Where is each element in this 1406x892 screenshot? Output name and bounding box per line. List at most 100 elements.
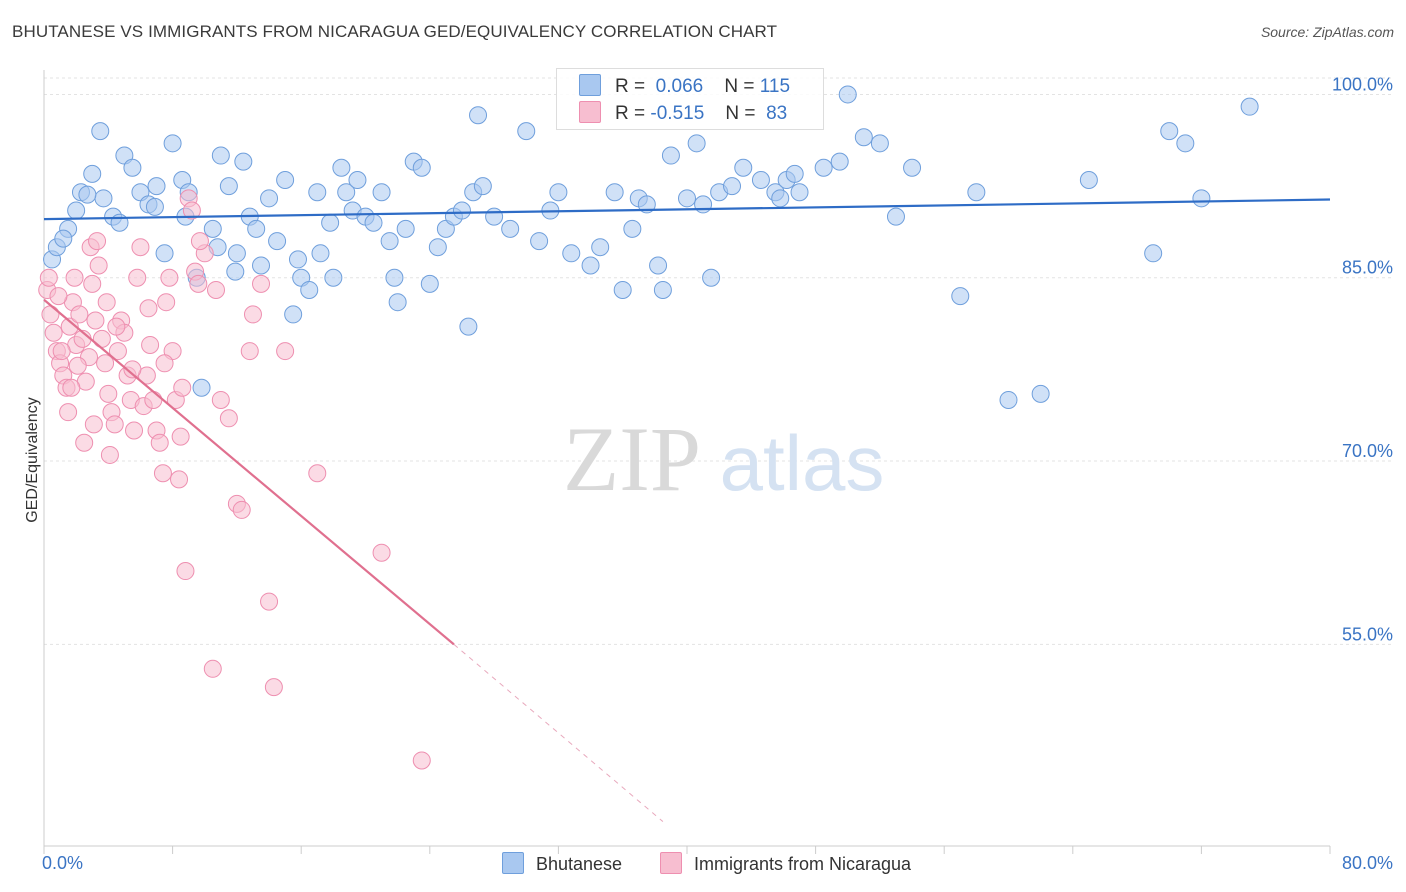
point-nicaragua xyxy=(83,274,102,293)
point-nicaragua xyxy=(243,305,262,324)
point-bhutanese xyxy=(785,164,804,183)
point-nicaragua xyxy=(264,678,283,697)
point-nicaragua xyxy=(190,232,209,251)
point-nicaragua xyxy=(412,751,431,770)
point-bhutanese xyxy=(385,268,404,287)
point-bhutanese xyxy=(649,256,668,275)
legend-label-nicaragua: Immigrants from Nicaragua xyxy=(694,854,912,874)
point-bhutanese xyxy=(637,195,656,214)
point-bhutanese xyxy=(459,317,478,336)
legend-swatch-blue xyxy=(579,74,601,96)
point-bhutanese xyxy=(123,158,142,177)
point-bhutanese xyxy=(219,177,238,196)
point-bhutanese xyxy=(145,197,164,216)
point-nicaragua xyxy=(89,256,108,275)
point-nicaragua xyxy=(52,342,71,361)
point-nicaragua xyxy=(123,360,142,379)
point-bhutanese xyxy=(234,152,253,171)
point-bhutanese xyxy=(260,189,279,208)
point-bhutanese xyxy=(549,183,568,202)
point-bhutanese xyxy=(501,219,520,238)
legend-r-value: 0.066 xyxy=(655,76,704,97)
point-nicaragua xyxy=(49,287,68,306)
watermark-zip: ZIP xyxy=(563,408,701,510)
point-bhutanese xyxy=(790,183,809,202)
point-bhutanese xyxy=(723,177,742,196)
point-bhutanese xyxy=(337,183,356,202)
point-nicaragua xyxy=(207,280,226,299)
legend-n-value: 115 xyxy=(759,76,791,97)
legend-row-bhutanese: R = 0.066 N = 115 xyxy=(579,74,790,98)
point-nicaragua xyxy=(88,232,107,251)
point-nicaragua xyxy=(170,470,189,489)
point-bhutanese xyxy=(687,134,706,153)
point-bhutanese xyxy=(268,232,287,251)
point-bhutanese xyxy=(530,232,549,251)
point-nicaragua xyxy=(203,659,222,678)
point-nicaragua xyxy=(155,354,174,373)
point-nicaragua xyxy=(125,421,144,440)
point-nicaragua xyxy=(41,305,60,324)
legend-item-nicaragua[interactable]: Immigrants from Nicaragua xyxy=(660,852,911,875)
legend-r-label: R = xyxy=(615,103,646,124)
chart-title: BHUTANESE VS IMMIGRANTS FROM NICARAGUA G… xyxy=(12,22,778,41)
source-label: Source: ZipAtlas.com xyxy=(1260,24,1394,40)
point-bhutanese xyxy=(1144,244,1163,263)
legend-n-label: N = xyxy=(724,76,755,97)
point-bhutanese xyxy=(192,378,211,397)
trend-line-nicaragua-extension xyxy=(453,643,664,822)
point-bhutanese xyxy=(163,134,182,153)
point-nicaragua xyxy=(44,323,63,342)
point-nicaragua xyxy=(240,342,259,361)
point-bhutanese xyxy=(1160,122,1179,141)
point-bhutanese xyxy=(420,274,439,293)
point-bhutanese xyxy=(469,106,488,125)
point-bhutanese xyxy=(838,85,857,104)
legend-swatch-pink xyxy=(579,101,601,123)
point-bhutanese xyxy=(226,262,245,281)
point-bhutanese xyxy=(591,238,610,257)
point-nicaragua xyxy=(308,464,327,483)
point-nicaragua xyxy=(232,500,251,519)
point-bhutanese xyxy=(1079,170,1098,189)
point-bhutanese xyxy=(581,256,600,275)
point-bhutanese xyxy=(830,152,849,171)
point-bhutanese xyxy=(951,287,970,306)
point-nicaragua xyxy=(99,384,118,403)
point-nicaragua xyxy=(86,311,105,330)
point-bhutanese xyxy=(452,201,471,220)
point-nicaragua xyxy=(189,274,208,293)
point-nicaragua xyxy=(65,268,84,287)
point-nicaragua xyxy=(173,378,192,397)
point-nicaragua xyxy=(97,293,116,312)
series-nicaragua xyxy=(38,189,431,770)
point-bhutanese xyxy=(999,390,1018,409)
point-bhutanese xyxy=(751,170,770,189)
legend-r-label: R = xyxy=(615,76,646,97)
point-nicaragua xyxy=(96,354,115,373)
point-bhutanese xyxy=(276,170,295,189)
point-bhutanese xyxy=(734,158,753,177)
point-bhutanese xyxy=(147,177,166,196)
legend-r-value: -0.515 xyxy=(650,103,705,124)
point-nicaragua xyxy=(128,268,147,287)
point-bhutanese xyxy=(252,256,271,275)
point-nicaragua xyxy=(59,403,78,422)
series-bhutanese xyxy=(43,85,1259,409)
point-nicaragua xyxy=(131,238,150,257)
point-bhutanese xyxy=(388,293,407,312)
point-nicaragua xyxy=(62,378,81,397)
point-bhutanese xyxy=(288,250,307,269)
point-bhutanese xyxy=(485,207,504,226)
point-nicaragua xyxy=(141,335,160,354)
trend-lines xyxy=(43,198,1331,822)
point-bhutanese xyxy=(678,189,696,208)
legend-item-bhutanese[interactable]: Bhutanese xyxy=(502,852,622,875)
point-bhutanese xyxy=(1031,384,1050,403)
point-nicaragua xyxy=(75,433,94,452)
point-nicaragua xyxy=(108,342,127,361)
tick-labels: 55.0% 70.0% 85.0% 100.0% 0.0% 80.0% xyxy=(42,74,1393,873)
trend-line-bhutanese xyxy=(43,198,1331,221)
y-axis-label: GED/Equivalency xyxy=(24,397,41,522)
trend-line-nicaragua xyxy=(43,298,455,646)
